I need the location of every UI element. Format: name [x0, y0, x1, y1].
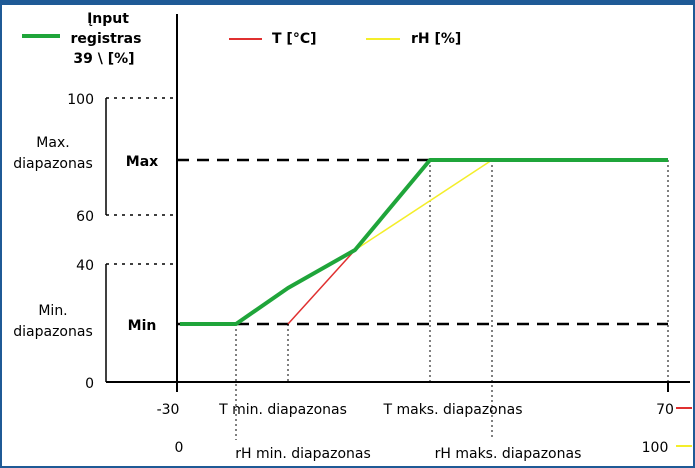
legend-humidity-label: rH [%]	[411, 31, 461, 47]
t-max-label: T maks. diapazonas	[382, 402, 522, 418]
min-range-label-line1: Min.	[38, 303, 67, 319]
max-range-label-line2: diapazonas	[13, 156, 92, 172]
rh-min-label: rH min. diapazonas	[235, 446, 371, 462]
temperature-curve	[287, 249, 356, 325]
legend-input-line3: 39 \ [%]	[73, 51, 134, 67]
legend-temperature-label: T [°C]	[272, 31, 317, 47]
rh-start-label: 0	[175, 440, 184, 456]
min-range-label-line2: diapazonas	[13, 324, 92, 340]
y-label-0: 0	[85, 376, 94, 392]
t-end-label: 70	[656, 402, 674, 418]
t-start-label: -30	[157, 402, 180, 418]
humidity-curve	[354, 159, 493, 251]
rh-max-label: rH maks. diapazonas	[435, 446, 582, 462]
legend-input-line1: Įnput	[87, 11, 129, 27]
input-register-curve	[180, 158, 668, 326]
legend-input-line2: registras	[71, 31, 142, 47]
min-label: Min	[128, 318, 157, 334]
max-label: Max	[126, 154, 158, 170]
rh-end-label: 100	[642, 440, 669, 456]
y-label-60: 60	[76, 209, 94, 225]
y-label-100: 100	[67, 92, 94, 108]
y-label-40: 40	[76, 258, 94, 274]
t-min-label: T min. diapazonas	[218, 402, 347, 418]
max-range-label-line1: Max.	[36, 135, 69, 151]
